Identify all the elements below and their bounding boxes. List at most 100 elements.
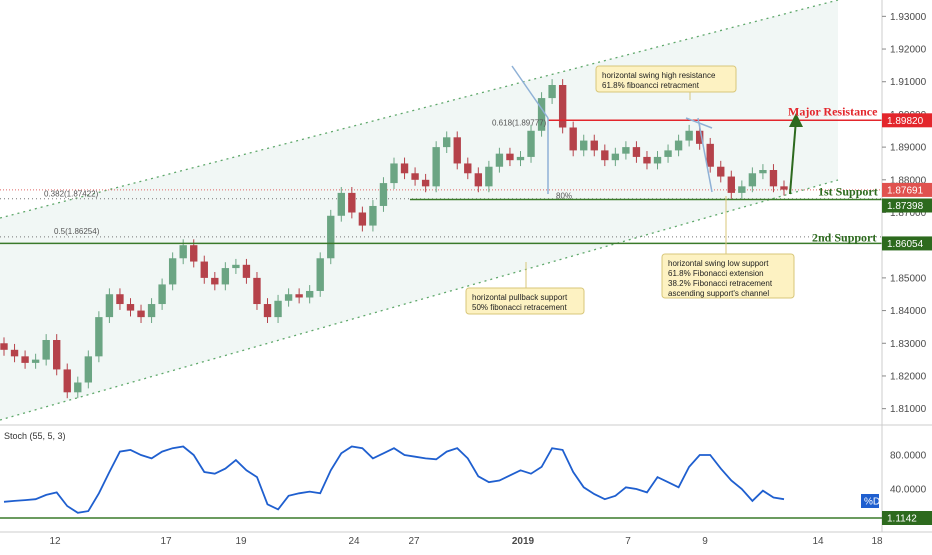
- candle-body: [453, 137, 461, 164]
- pullback-annotation-box: [465, 287, 585, 315]
- support-annotation-line-1: horizontal swing low support: [668, 259, 769, 268]
- time-tick-label: 27: [408, 536, 420, 547]
- candle-body: [179, 245, 187, 259]
- fib-arrow-right-drop: [697, 117, 713, 193]
- candle-body: [137, 310, 145, 318]
- candle-body: [664, 150, 672, 157]
- candle-body: [253, 277, 261, 305]
- candle-body: [42, 340, 50, 360]
- time-tick-label: 18: [871, 536, 883, 547]
- candle-body: [295, 294, 303, 298]
- candle-body: [421, 179, 430, 187]
- candle-body: [400, 163, 409, 174]
- candle-body: [748, 173, 757, 187]
- support-annotation-box: [661, 253, 795, 299]
- price-tick-label: 1.87000: [890, 208, 927, 219]
- candle-body: [263, 304, 272, 318]
- pullback-annotation-line-1: horizontal pullback support: [472, 293, 568, 302]
- stochastic-title: Stoch (55, 5, 3): [4, 431, 66, 441]
- ascending-channel-fill: [0, 0, 838, 420]
- candle-body: [95, 317, 103, 357]
- candle-body: [527, 130, 535, 157]
- candle-body: [190, 245, 198, 262]
- candle-body: [611, 153, 620, 161]
- candle-body: [63, 369, 71, 393]
- resistance-annotation-line-1: horizontal swing high resistance: [602, 71, 716, 80]
- stochastic-d-tag-label: %D: [864, 497, 880, 508]
- stochastic-d-line: [3, 445, 785, 514]
- candle-body: [569, 127, 577, 151]
- price-tick-label: 1.84000: [890, 306, 927, 317]
- candle-body: [653, 156, 662, 164]
- candle-body: [643, 156, 651, 164]
- candle-body: [506, 153, 514, 161]
- price-tick-label: 1.89000: [890, 143, 927, 154]
- candle-body: [327, 215, 335, 259]
- price-tick-label: 1.83000: [890, 339, 927, 350]
- current-price-tag: 1.87691: [882, 182, 932, 197]
- fib-arrow-left: [511, 65, 549, 119]
- support-annotation[interactable]: horizontal swing low support 61.8% Fibon…: [661, 196, 795, 299]
- stochastic-value-label: 1.1142: [887, 514, 917, 525]
- first-support-label: 1st Support: [818, 184, 878, 198]
- major-resistance-price-tag: 1.89820: [882, 113, 932, 128]
- candle-body: [158, 284, 166, 305]
- candle-body: [717, 166, 725, 177]
- first-support-price-tag: 1.87398: [882, 198, 932, 213]
- candle-body: [316, 258, 324, 291]
- resistance-annotation[interactable]: horizontal swing high resistance 61.8% f…: [595, 65, 737, 100]
- second-support-price: 1.86054: [887, 239, 924, 250]
- channel-upper-line[interactable]: [0, 0, 839, 219]
- stochastic-d-tag: %D: [861, 494, 880, 508]
- pullback-annotation[interactable]: horizontal pullback support 50% fibonacc…: [465, 262, 585, 315]
- candle-body: [53, 340, 61, 370]
- price-tick-label: 1.88000: [890, 175, 927, 186]
- candle-body: [84, 356, 93, 383]
- candle-body: [390, 163, 398, 184]
- candle-body: [21, 356, 29, 363]
- candle-body: [168, 258, 177, 285]
- second-support-label: 2nd Support: [812, 230, 876, 244]
- candle-body: [738, 186, 746, 193]
- price-tick-label: 1.93000: [890, 12, 927, 23]
- candle-body: [369, 205, 377, 226]
- pullback-annotation-line-2: 50% fibonacci retracement: [472, 303, 567, 312]
- candle-body: [432, 147, 440, 187]
- channel-lower-line[interactable]: [0, 179, 839, 421]
- candle-body: [590, 140, 598, 151]
- price-tick-label: 1.85000: [890, 273, 927, 284]
- candle-body: [10, 349, 19, 357]
- price-tick-label: 1.91000: [890, 77, 927, 88]
- candle-body: [674, 140, 683, 151]
- time-tick-label: 7: [625, 536, 631, 547]
- bullish-target-arrow: [789, 119, 797, 195]
- price-tick-label: 1.81000: [890, 404, 927, 415]
- candle-body: [443, 137, 451, 148]
- candle-body: [780, 186, 788, 190]
- candle-body: [706, 143, 714, 167]
- time-tick-label: 24: [348, 536, 360, 547]
- candle-body: [200, 261, 208, 278]
- price-axis[interactable]: 1.930001.920001.910001.900001.890001.880…: [882, 12, 927, 415]
- time-tick-label: 2019: [512, 536, 535, 547]
- support-annotation-line-2: 61.8% Fibonacci extension: [668, 269, 764, 278]
- candle-body: [622, 147, 630, 154]
- candle-body: [221, 268, 230, 285]
- candle-body: [632, 147, 641, 157]
- candle-body: [580, 140, 588, 151]
- candle-body: [516, 156, 525, 161]
- time-tick-label: 17: [160, 536, 172, 547]
- candle-body: [74, 382, 82, 393]
- time-tick-label: 12: [49, 536, 61, 547]
- stochastic-value-tag: 1.1142: [882, 511, 932, 525]
- time-axis[interactable]: 12 17 19 24 27 2019 7 9 14 18: [49, 536, 883, 547]
- candle-body: [211, 277, 219, 285]
- candle-body: [116, 294, 124, 305]
- resistance-annotation-box: [595, 65, 737, 93]
- major-resistance-label: Major Resistance: [788, 104, 878, 118]
- candle-body: [485, 166, 493, 187]
- time-tick-label: 19: [235, 536, 247, 547]
- stochastic-tick-label: 80.0000: [890, 451, 927, 462]
